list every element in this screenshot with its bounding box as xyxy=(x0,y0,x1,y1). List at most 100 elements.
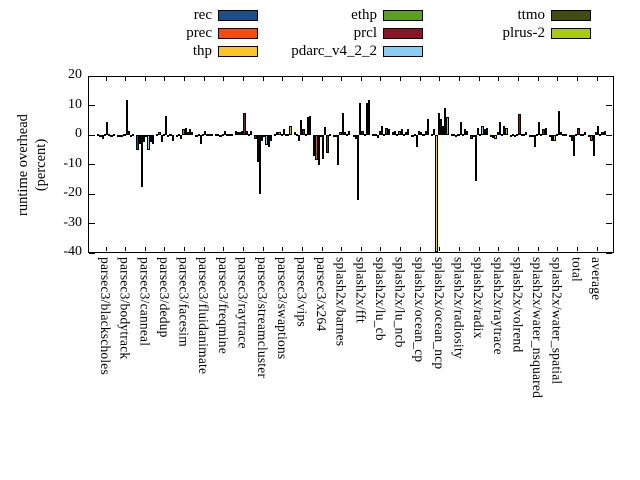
bar xyxy=(564,133,567,136)
x-tick-label: splash2x/water_nsquared xyxy=(530,257,546,399)
bar xyxy=(490,135,493,137)
bar xyxy=(269,135,272,141)
y-tick-label: 10 xyxy=(68,96,82,112)
bar xyxy=(579,134,582,136)
bar xyxy=(230,133,233,136)
bar xyxy=(378,130,381,135)
bar xyxy=(223,130,227,135)
x-axis-tick xyxy=(203,77,205,81)
bar xyxy=(304,133,307,136)
x-axis-tick xyxy=(596,77,598,81)
bar xyxy=(110,135,113,137)
x-axis-tick xyxy=(144,247,146,251)
bar xyxy=(446,117,449,135)
bar xyxy=(603,130,606,135)
bar xyxy=(206,134,209,136)
bar xyxy=(182,129,185,135)
legend-swatch xyxy=(218,10,258,21)
bar xyxy=(496,132,499,135)
bar xyxy=(215,134,218,136)
bar xyxy=(236,132,240,135)
bar xyxy=(548,135,552,137)
bar xyxy=(171,135,174,141)
bar xyxy=(420,132,423,135)
bar xyxy=(99,135,102,137)
x-axis-tick xyxy=(184,247,186,251)
bar xyxy=(295,134,298,136)
x-axis-tick xyxy=(164,247,166,251)
bar xyxy=(169,134,172,136)
x-tick-label: parsec3/facesim xyxy=(176,257,192,347)
bar xyxy=(476,127,480,135)
bar xyxy=(597,126,600,135)
bar xyxy=(503,126,506,135)
bar xyxy=(599,133,602,136)
bar xyxy=(601,132,604,135)
bar xyxy=(210,133,213,136)
bar xyxy=(418,130,421,135)
bar xyxy=(164,115,168,135)
bar xyxy=(479,133,482,136)
x-axis-tick xyxy=(459,77,461,81)
x-axis-tick xyxy=(557,247,559,251)
x-axis-tick xyxy=(557,77,559,81)
bar xyxy=(402,134,405,136)
bar xyxy=(177,134,181,136)
bar xyxy=(258,135,261,194)
bar xyxy=(394,130,397,135)
y-tick-label: -40 xyxy=(63,244,82,259)
bar xyxy=(413,134,416,136)
bar xyxy=(518,114,521,135)
bar xyxy=(494,135,497,140)
bar xyxy=(322,135,325,159)
bar xyxy=(199,135,202,144)
bar xyxy=(116,135,120,137)
bar xyxy=(278,132,281,135)
bar xyxy=(263,135,266,137)
y-axis-tick xyxy=(606,164,612,165)
bar xyxy=(365,102,368,135)
bar xyxy=(276,132,279,135)
y-axis-tick xyxy=(89,223,95,224)
bar xyxy=(208,133,211,136)
bar xyxy=(160,135,163,143)
x-axis-tick xyxy=(223,77,225,81)
bar xyxy=(324,127,327,135)
x-tick-label: splash2x/barnes xyxy=(333,257,349,347)
bar xyxy=(433,129,436,135)
bar xyxy=(219,135,222,138)
x-axis-tick xyxy=(242,247,244,251)
bar xyxy=(149,135,152,143)
y-tick-label: -30 xyxy=(63,214,82,230)
bar xyxy=(217,134,220,136)
bar xyxy=(592,135,595,156)
bar xyxy=(108,134,111,136)
bar xyxy=(241,130,244,135)
x-axis-tick xyxy=(498,77,500,81)
bar xyxy=(287,133,290,136)
y-axis-tick xyxy=(606,193,612,195)
y-axis-tick xyxy=(89,105,95,106)
bar xyxy=(352,135,355,137)
bar xyxy=(568,135,571,137)
bar xyxy=(138,135,141,144)
x-axis-tick xyxy=(321,77,323,81)
legend-item-label: ttmo xyxy=(517,7,545,23)
bar xyxy=(562,133,565,136)
bar xyxy=(273,133,277,136)
bar xyxy=(372,134,375,136)
x-tick-label: splash2x/ocean_cp xyxy=(412,257,428,363)
x-axis-tick xyxy=(537,77,539,81)
x-axis-tick xyxy=(380,247,382,251)
bar xyxy=(289,126,292,135)
bar xyxy=(396,134,399,136)
bar xyxy=(385,127,388,135)
legend-item-label: plrus-2 xyxy=(502,25,546,41)
bar xyxy=(470,135,473,140)
legend-swatch xyxy=(218,46,258,57)
bar xyxy=(577,127,580,135)
x-axis-tick xyxy=(517,77,519,81)
x-axis-tick xyxy=(301,77,303,81)
bar xyxy=(226,134,229,136)
